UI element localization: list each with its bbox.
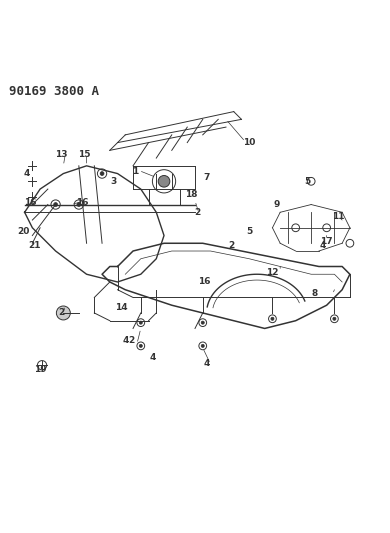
Circle shape	[271, 317, 274, 320]
Text: 16: 16	[76, 198, 89, 207]
Text: 14: 14	[115, 303, 128, 312]
Text: 15: 15	[78, 150, 91, 159]
Circle shape	[100, 172, 104, 175]
Circle shape	[57, 306, 70, 320]
Text: 5: 5	[304, 177, 310, 186]
Text: 11: 11	[332, 212, 344, 221]
Circle shape	[333, 317, 336, 320]
Text: 21: 21	[28, 241, 41, 249]
Text: 17: 17	[320, 237, 333, 246]
Text: 4: 4	[122, 336, 128, 344]
Circle shape	[201, 344, 204, 348]
Text: 4: 4	[23, 169, 30, 178]
Text: 5: 5	[246, 227, 252, 236]
Circle shape	[54, 203, 58, 206]
Text: 19: 19	[34, 365, 46, 374]
Text: 8: 8	[312, 289, 318, 298]
Text: 4: 4	[319, 241, 326, 249]
Text: 13: 13	[55, 150, 67, 159]
Text: 18: 18	[185, 190, 197, 199]
Text: 4: 4	[204, 359, 210, 368]
Text: 7: 7	[204, 173, 210, 182]
Text: 2: 2	[229, 241, 235, 249]
Circle shape	[77, 203, 81, 206]
Text: 9: 9	[273, 200, 280, 209]
Text: 1: 1	[132, 167, 138, 176]
Text: 16: 16	[24, 198, 37, 207]
Circle shape	[158, 175, 170, 187]
Circle shape	[139, 344, 142, 348]
Text: 90169 3800 A: 90169 3800 A	[9, 85, 99, 98]
Text: 2: 2	[128, 336, 134, 344]
Text: 3: 3	[110, 177, 117, 186]
Text: 10: 10	[243, 138, 255, 147]
Text: 2: 2	[58, 309, 64, 318]
Text: 16: 16	[199, 278, 211, 287]
Text: 2: 2	[194, 208, 200, 217]
Circle shape	[201, 321, 204, 324]
Text: 4: 4	[149, 353, 156, 362]
Text: 12: 12	[266, 268, 279, 277]
Circle shape	[139, 321, 142, 324]
Text: 20: 20	[18, 227, 30, 236]
